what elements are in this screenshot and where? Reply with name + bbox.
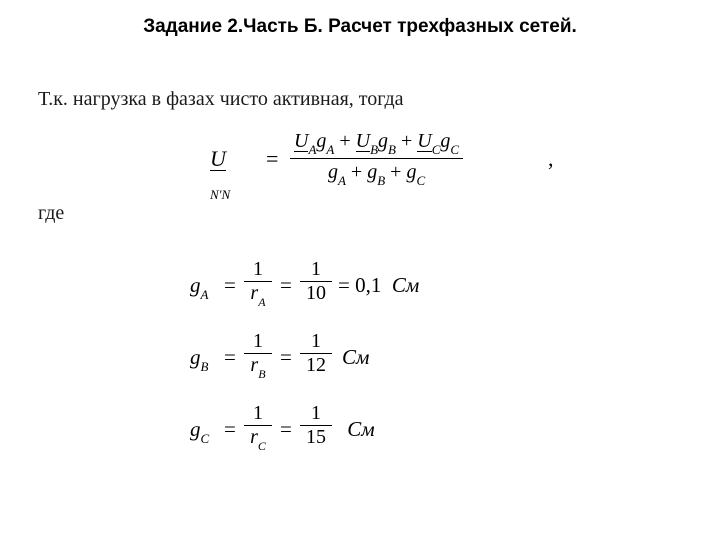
gB-sub: B	[388, 142, 396, 157]
where-label: где	[38, 202, 64, 225]
gC-frac2-num: 1	[300, 402, 332, 426]
gB-tail: См	[342, 345, 369, 370]
gA-tail: = 0,1 См	[338, 273, 419, 298]
gA-sub: A	[326, 142, 334, 157]
page-title: Задание 2.Часть Б. Расчет трехфазных сет…	[0, 16, 720, 38]
unn-lhs: U N'N	[210, 146, 230, 201]
den-gA-sub: A	[338, 173, 346, 188]
UA: U	[294, 132, 308, 152]
UA-sub: A	[308, 142, 316, 157]
gC-tail: См	[342, 417, 375, 442]
unn-fraction: UAgA + UBgB + UCgC gA + gB + gC	[290, 130, 463, 187]
den-plus1: +	[351, 161, 362, 183]
gA-frac1-den: rA	[244, 282, 272, 308]
unn-comma: ,	[548, 146, 554, 172]
paragraph-intro: Т.к. нагрузка в фазах чисто активная, то…	[38, 88, 404, 111]
unn-sub: N'N	[210, 187, 230, 202]
UB-sub: B	[370, 142, 378, 157]
UC: U	[417, 132, 431, 152]
gA-frac1: 1 rA	[244, 258, 272, 308]
gA-sym: g	[190, 273, 201, 297]
gA-unit: См	[392, 273, 419, 297]
UC-sub: C	[432, 142, 441, 157]
gC-frac2: 1 15	[300, 402, 332, 449]
gA-lhs: gA	[190, 273, 208, 301]
gC: g	[440, 130, 450, 152]
gB-frac2: 1 12	[300, 330, 332, 377]
gA-eq2: =	[280, 273, 292, 298]
page: Задание 2.Часть Б. Расчет трехфазных сет…	[0, 0, 720, 540]
gB-frac1-num: 1	[244, 330, 272, 354]
den-gC: g	[406, 161, 416, 183]
gC-eq2: =	[280, 417, 292, 442]
gB-subscript: B	[201, 359, 209, 374]
gB-r-sub: B	[258, 367, 265, 381]
gA-value: = 0,1	[338, 273, 381, 297]
gA-frac2-den: 10	[300, 282, 332, 305]
underlined-U: U	[210, 149, 226, 171]
gB-eq2: =	[280, 345, 292, 370]
den-plus2: +	[390, 161, 401, 183]
gB-frac2-num: 1	[300, 330, 332, 354]
gA-frac1-num: 1	[244, 258, 272, 282]
den-gB: g	[367, 161, 377, 183]
gA-r-sub: A	[258, 295, 265, 309]
plus1: +	[339, 130, 350, 152]
gC-frac1: 1 rC	[244, 402, 272, 452]
plus2: +	[401, 130, 412, 152]
gA-frac2: 1 10	[300, 258, 332, 305]
gB-frac2-den: 12	[300, 354, 332, 377]
gB-eq1: =	[224, 345, 236, 370]
gA-eq1: =	[224, 273, 236, 298]
gB-sym: g	[190, 345, 201, 369]
UB: U	[356, 132, 370, 152]
gC-sym: g	[190, 417, 201, 441]
gC-frac1-num: 1	[244, 402, 272, 426]
gB-unit: См	[342, 345, 369, 369]
gB: g	[378, 130, 388, 152]
den-gC-sub: C	[416, 173, 425, 188]
gA-subscript: A	[201, 287, 209, 302]
gC-subscript: C	[201, 431, 210, 446]
gB-lhs: gB	[190, 345, 208, 373]
den-gB-sub: B	[377, 173, 385, 188]
gA-frac2-num: 1	[300, 258, 332, 282]
gC-unit: См	[347, 417, 374, 441]
gB-frac1-den: rB	[244, 354, 272, 380]
gC-r: r	[250, 426, 258, 448]
gB-frac1: 1 rB	[244, 330, 272, 380]
gC-lhs: gC	[190, 417, 209, 445]
unn-denominator: gA + gB + gC	[290, 159, 463, 187]
gC-r-sub: C	[258, 439, 266, 453]
den-gA: g	[328, 161, 338, 183]
gC-eq1: =	[224, 417, 236, 442]
gC-frac2-den: 15	[300, 426, 332, 449]
unn-equals: =	[266, 146, 278, 172]
gC-sub: C	[450, 142, 459, 157]
gC-frac1-den: rC	[244, 426, 272, 452]
unn-numerator: UAgA + UBgB + UCgC	[290, 130, 463, 159]
gA: g	[316, 130, 326, 152]
